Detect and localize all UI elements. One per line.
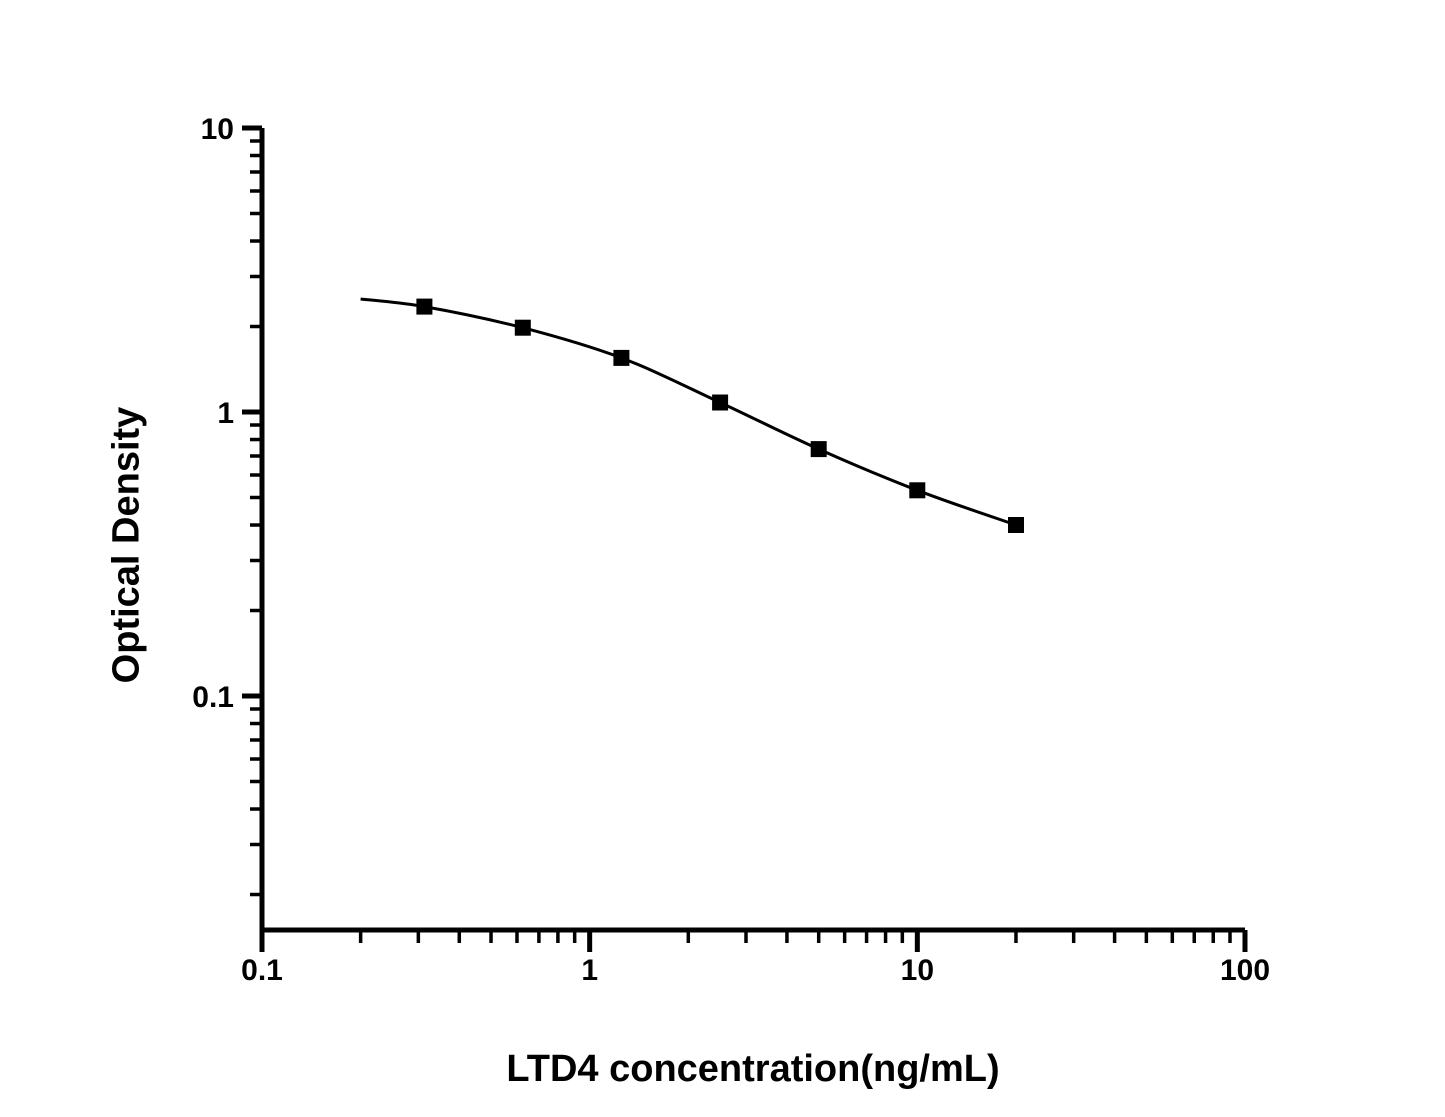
y-tick-label-0.1: 0.1 (192, 681, 234, 714)
x-tick-label-100: 100 (1220, 954, 1270, 987)
y-tick-label-10: 10 (201, 113, 234, 146)
x-tick-label-0.1: 0.1 (241, 954, 283, 987)
x-tick-label-1: 1 (581, 954, 598, 987)
data-point-marker-5 (909, 482, 926, 499)
axis-frame (259, 128, 1245, 933)
y-axis-title: Optical Density (105, 406, 148, 684)
data-point-marker-4 (810, 441, 827, 458)
data-point-marker-1 (514, 319, 531, 336)
data-point-marker-3 (712, 394, 729, 411)
x-axis-title: LTD4 concentration(ng/mL) (506, 1048, 1000, 1090)
y-tick-label-1: 1 (217, 397, 234, 430)
data-point-marker-2 (613, 349, 630, 366)
data-point-marker-0 (416, 298, 433, 315)
data-point-marker-6 (1008, 517, 1024, 533)
x-tick-label-10: 10 (901, 954, 934, 987)
